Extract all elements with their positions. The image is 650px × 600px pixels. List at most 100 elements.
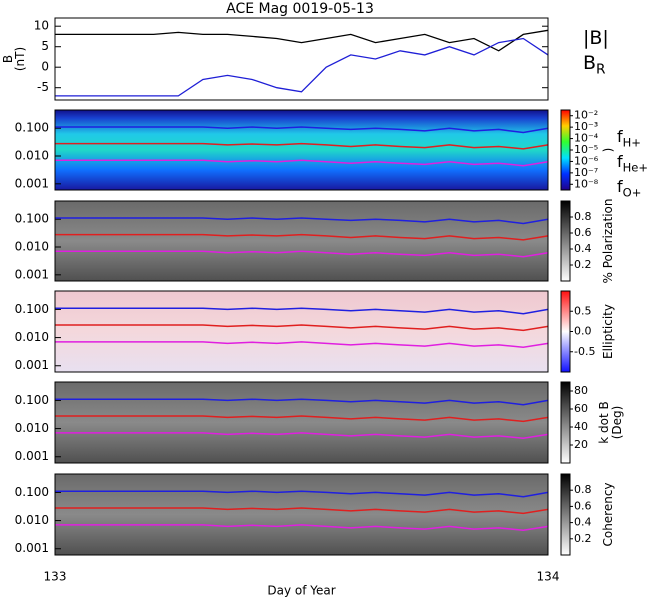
colorbar-tick-label: 10⁻⁵ <box>574 143 598 156</box>
y-tick-label: 0.001 <box>15 176 49 190</box>
colorbar <box>560 381 571 464</box>
colorbar-label: k dot B(Deg) <box>597 401 624 443</box>
colorbar-tick-label: 10⁻⁷ <box>574 166 598 179</box>
colorbar <box>560 473 571 556</box>
spectrogram <box>55 201 548 281</box>
frequency-line <box>55 126 549 134</box>
colorbar-tick-label: 0.2 <box>574 532 592 545</box>
plot-frame <box>54 17 549 101</box>
x-axis-label: Day of Year <box>267 584 335 598</box>
y-tick-label: 0.100 <box>15 302 49 316</box>
colorbar-label-part: Ellipticity <box>601 304 615 359</box>
colorbar-tick-label: 0.6 <box>574 499 592 512</box>
colorbar-tick-label: 10⁻⁴ <box>574 132 599 145</box>
colorbar-tick-label: 0.8 <box>574 483 592 496</box>
y-tick-label: 0.010 <box>15 330 49 344</box>
plot-frame <box>54 290 549 373</box>
colorbar <box>560 109 571 191</box>
y-tick-label: 0 <box>41 60 49 74</box>
colorbar-tick-label: 0.4 <box>574 242 592 255</box>
plot-frame <box>54 200 549 282</box>
colorbar-tick-label: 10⁻⁶ <box>574 154 599 167</box>
frequency-line <box>55 490 549 498</box>
colorbar-tick-label: 0.0 <box>574 325 592 338</box>
y-tick-label: -5 <box>37 80 49 94</box>
colorbar-label-part: k dot B <box>597 401 611 443</box>
colorbar-tick-label: 0.4 <box>574 516 592 529</box>
y-tick-label: 0.100 <box>15 393 49 407</box>
legend-text: f <box>617 152 623 171</box>
frequency-line <box>55 432 549 440</box>
plot-frame <box>54 473 549 556</box>
spectrogram <box>55 291 548 372</box>
chart-title: ACE Mag 0019-05-13 <box>226 1 374 17</box>
y-tick-label: 0.001 <box>15 267 49 281</box>
data-line <box>55 37 549 97</box>
frequency-line <box>55 159 549 167</box>
legend-subscript: H+ <box>623 135 641 149</box>
colorbar-tick-label: 0.2 <box>574 258 592 271</box>
colorbar <box>560 200 571 282</box>
legend-entry: |B| <box>583 27 609 49</box>
frequency-line <box>55 398 549 406</box>
colorbar-tick-label: 80 <box>574 384 588 397</box>
legend-text: |B| <box>583 27 609 49</box>
colorbar-label-part: (Deg) <box>610 406 624 440</box>
colorbar-tick-label: 40 <box>574 420 588 433</box>
plot-frame <box>54 109 549 191</box>
frequency-line <box>55 507 549 515</box>
frequency-line <box>55 217 549 225</box>
colorbar-tick-label: 0.5 <box>574 304 592 317</box>
spectrogram <box>55 474 548 555</box>
legend-entry: BR <box>583 52 606 78</box>
colorbar-label: ) <box>601 148 615 153</box>
y-tick-label: 0.010 <box>15 513 49 527</box>
y-tick-label: 10 <box>34 19 49 33</box>
y-tick-label: 0.100 <box>15 485 49 499</box>
colorbar-label-part: Coherency <box>601 482 615 546</box>
frequency-line <box>55 341 549 349</box>
spectrogram <box>55 110 548 190</box>
legend-entry: fH+ <box>617 127 641 150</box>
colorbar-tick-label: 60 <box>574 402 588 415</box>
colorbar-label: Ellipticity <box>601 304 615 359</box>
colorbar-tick-label: 0.8 <box>574 210 592 223</box>
colorbar-label: % Polarization <box>601 199 615 284</box>
y-axis-label: B(nT) <box>1 47 27 71</box>
colorbar-label-part: ) <box>601 148 615 153</box>
legend-entry: fO+ <box>617 177 641 200</box>
colorbar-tick-label: 10⁻² <box>574 109 598 122</box>
colorbar-label-part: % Polarization <box>601 199 615 284</box>
colorbar <box>560 290 571 373</box>
colorbar-tick-label: 20 <box>574 438 588 451</box>
colorbar-tick-label: 10⁻⁸ <box>574 177 599 190</box>
y-tick-label: 0.100 <box>15 212 49 226</box>
y-axis-label-part: (nT) <box>13 47 27 71</box>
legend-text: f <box>617 127 623 146</box>
x-tick-label: 134 <box>537 570 560 584</box>
y-tick-label: 0.001 <box>15 449 49 463</box>
x-tick-label: 133 <box>44 570 67 584</box>
spectrogram <box>55 382 548 463</box>
legend-subscript: He+ <box>623 160 648 174</box>
data-line <box>55 29 549 52</box>
colorbar-label: Coherency <box>601 482 615 546</box>
y-tick-label: 0.010 <box>15 240 49 254</box>
colorbar-tick-label: 10⁻³ <box>574 120 598 133</box>
y-tick-label: 0.010 <box>15 421 49 435</box>
legend-text: f <box>617 177 623 196</box>
legend-entry: fHe+ <box>617 152 648 175</box>
legend-text: B <box>583 52 596 74</box>
colorbar-tick-label: -0.5 <box>574 345 595 358</box>
y-tick-label: 0.001 <box>15 541 49 555</box>
frequency-line <box>55 142 549 150</box>
frequency-line <box>55 524 549 532</box>
y-tick-label: 5 <box>41 39 49 53</box>
y-tick-label: 0.001 <box>15 358 49 372</box>
frequency-line <box>55 415 549 423</box>
legend-subscript: R <box>596 62 606 78</box>
y-tick-label: 0.010 <box>15 149 49 163</box>
colorbar-tick-label: 0.6 <box>574 226 592 239</box>
legend-subscript: O+ <box>623 185 642 199</box>
